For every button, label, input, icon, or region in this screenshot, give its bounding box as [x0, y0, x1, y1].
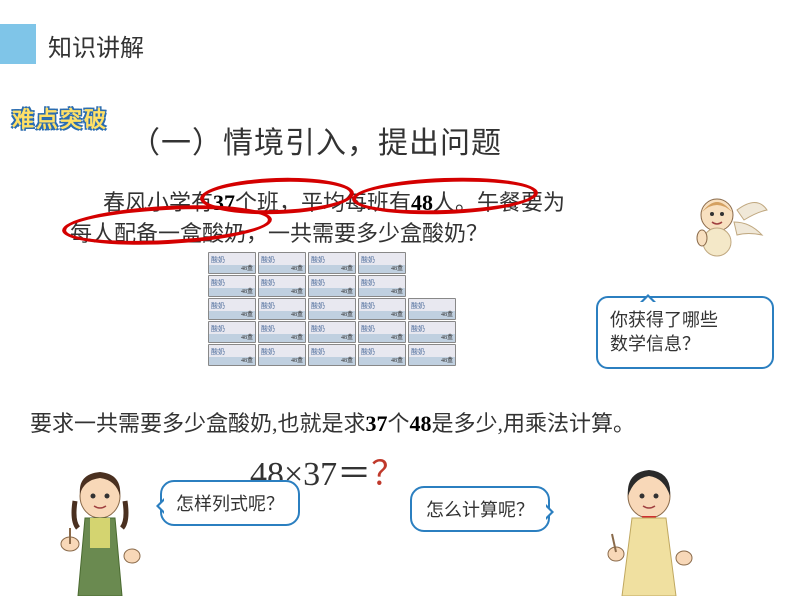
- bubble-text: 你获得了哪些: [610, 310, 718, 330]
- milk-box: [358, 252, 406, 274]
- milk-box: [258, 321, 306, 343]
- milk-boxes-illustration: [208, 252, 456, 366]
- milk-box: [208, 252, 256, 274]
- student-icon: [594, 466, 704, 596]
- answer-part: 是多少,用乘法计算。: [432, 411, 636, 436]
- milk-box: [208, 298, 256, 320]
- angel-icon: [682, 180, 772, 260]
- milk-box: [308, 252, 356, 274]
- milk-column-short: [408, 252, 456, 366]
- milk-box: [308, 298, 356, 320]
- speech-bubble-student: 怎么计算呢？: [410, 486, 550, 532]
- teacher-icon: [50, 466, 150, 596]
- milk-box: [358, 298, 406, 320]
- milk-box: [308, 344, 356, 366]
- speech-bubble-teacher: 怎样列式呢？: [160, 480, 300, 526]
- milk-box: [208, 321, 256, 343]
- milk-column: [258, 252, 306, 366]
- bubble-text: 怎样列式呢？: [176, 494, 284, 514]
- answer-num: 48: [410, 411, 432, 436]
- milk-box: [408, 298, 456, 320]
- milk-box: [258, 344, 306, 366]
- breakthrough-label: 难点突破: [12, 102, 108, 134]
- milk-box: [208, 275, 256, 297]
- milk-box: [258, 275, 306, 297]
- milk-box: [358, 321, 406, 343]
- milk-column: [308, 252, 356, 366]
- milk-box: [408, 344, 456, 366]
- milk-box: [358, 344, 406, 366]
- page-title: 知识讲解: [48, 28, 144, 63]
- milk-column: [208, 252, 256, 366]
- milk-box: [308, 321, 356, 343]
- bubble-text: 数学信息？: [610, 334, 700, 354]
- section-subtitle: （一）情境引入，提出问题: [130, 118, 502, 162]
- accent-bar: [0, 24, 36, 64]
- speech-bubble-angel: 你获得了哪些 数学信息？: [596, 296, 774, 369]
- milk-box: [258, 298, 306, 320]
- milk-column: [358, 252, 406, 366]
- answer-num: 37: [366, 411, 388, 436]
- answer-part: 要求一共需要多少盒酸奶,也就是求: [30, 411, 366, 436]
- milk-box: [258, 252, 306, 274]
- answer-part: 个: [388, 411, 410, 436]
- equation-rhs: ？: [371, 456, 405, 493]
- milk-box: [308, 275, 356, 297]
- milk-box: [408, 321, 456, 343]
- milk-box: [208, 344, 256, 366]
- milk-box: [358, 275, 406, 297]
- bubble-text: 怎么计算呢？: [426, 500, 534, 520]
- answer-sentence: 要求一共需要多少盒酸奶,也就是求37个48是多少,用乘法计算。: [30, 406, 635, 438]
